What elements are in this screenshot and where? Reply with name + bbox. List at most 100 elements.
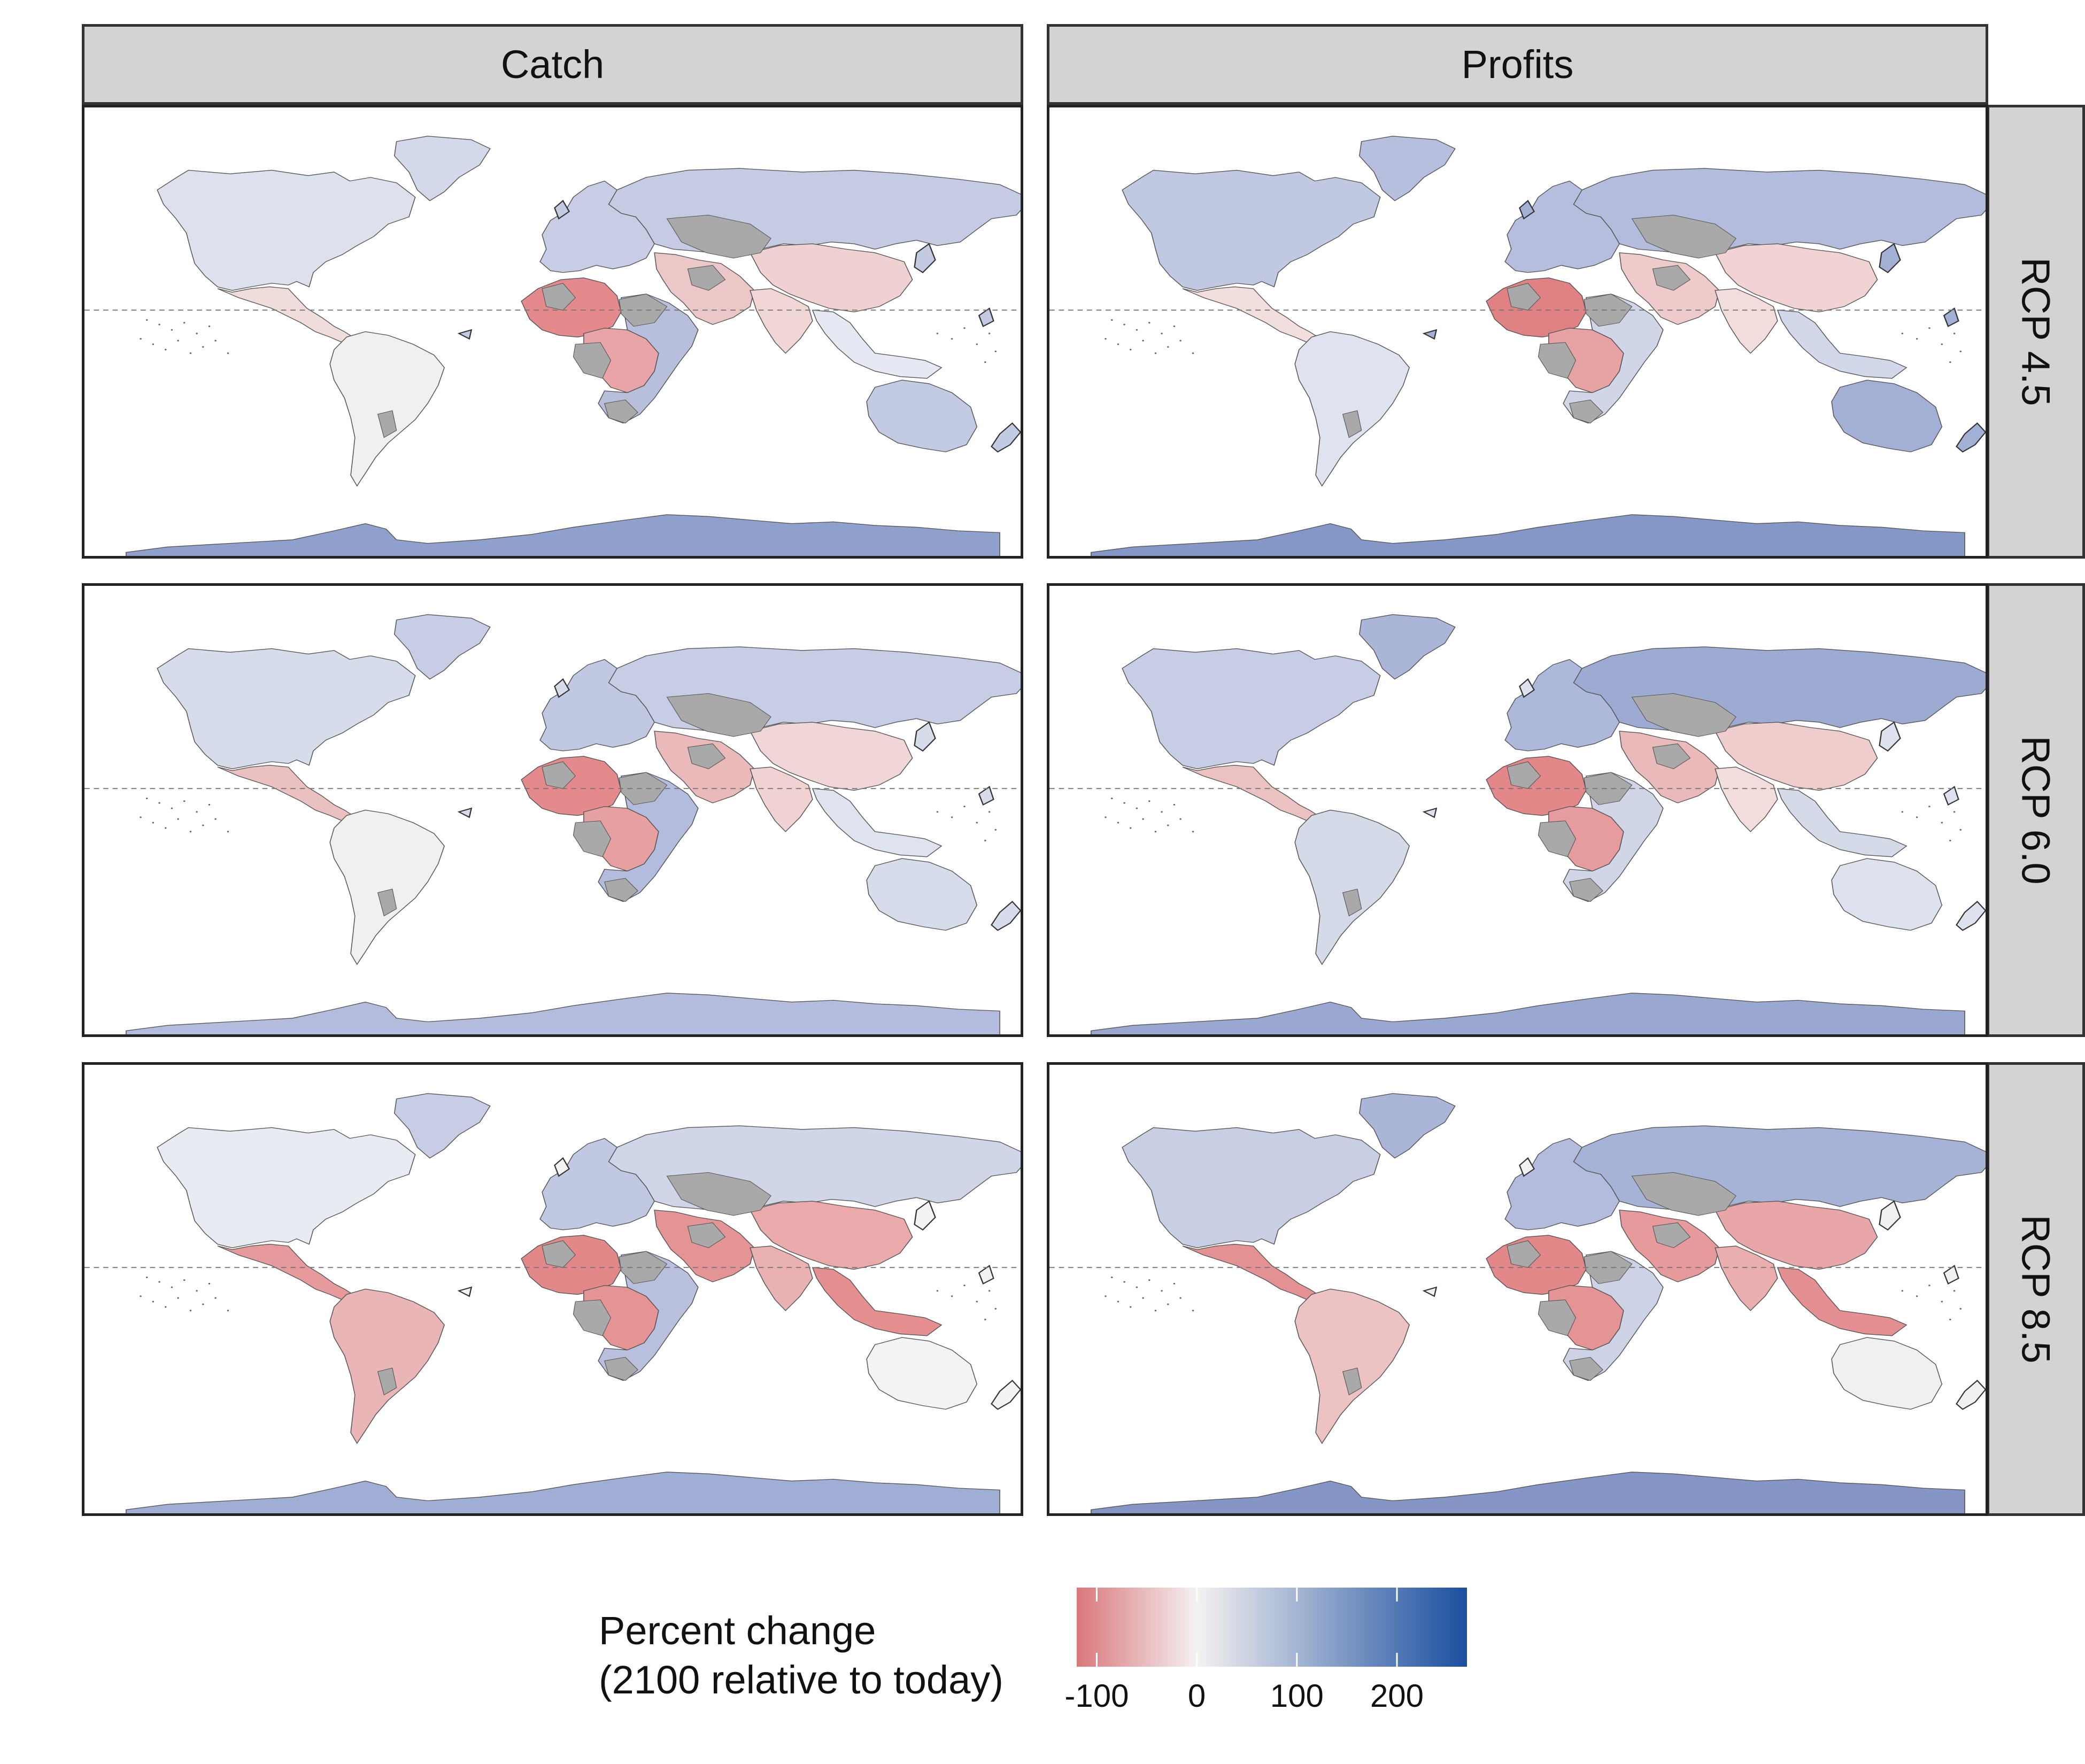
islet-dot bbox=[1959, 350, 1962, 352]
islet-dot bbox=[227, 1310, 229, 1312]
no-data-region-1 bbox=[1584, 293, 1633, 327]
islet-dot bbox=[177, 818, 179, 820]
legend-colorbar bbox=[1077, 1588, 1467, 1667]
region-ind bbox=[750, 288, 813, 354]
islet-dot bbox=[208, 803, 211, 806]
no-data-region-2 bbox=[573, 821, 612, 857]
region-sea bbox=[812, 788, 943, 857]
island-4 bbox=[457, 1286, 473, 1297]
facet-label-rcp85: RCP 8.5 bbox=[2013, 1214, 2058, 1364]
region-eaf bbox=[598, 293, 699, 424]
region-gr bbox=[393, 1093, 491, 1159]
islet-dot bbox=[202, 824, 204, 826]
region-ant bbox=[126, 993, 1000, 1034]
islet-dot bbox=[1117, 343, 1119, 345]
islet-dot bbox=[1130, 1306, 1132, 1308]
islet-dot bbox=[1916, 338, 1918, 340]
region-sea bbox=[1777, 788, 1908, 857]
islet-dot bbox=[1179, 339, 1182, 342]
island-3 bbox=[554, 199, 570, 220]
islet-dot bbox=[152, 1301, 155, 1303]
island-4 bbox=[1422, 1286, 1438, 1297]
islet-dot bbox=[189, 831, 192, 833]
islet-dot bbox=[196, 1290, 198, 1292]
islet-dot bbox=[140, 338, 142, 340]
no-data-region-6 bbox=[1652, 743, 1691, 769]
facet-strip-catch: Catch bbox=[82, 24, 1023, 105]
islet-dot bbox=[1916, 1295, 1918, 1297]
region-rus bbox=[1573, 646, 1986, 732]
region-nam bbox=[1122, 648, 1381, 770]
islet-dot bbox=[1167, 346, 1169, 348]
islet-dot bbox=[1154, 352, 1157, 354]
map-panel-profits-rcp85 bbox=[1047, 1062, 1988, 1516]
no-data-region-0 bbox=[666, 214, 771, 259]
region-latc bbox=[1182, 764, 1319, 822]
islet-dot bbox=[1148, 1279, 1150, 1281]
islet-dot bbox=[214, 818, 217, 820]
map-panel-catch-rcp60 bbox=[82, 583, 1023, 1037]
region-sam bbox=[1294, 809, 1410, 965]
islet-dot bbox=[1142, 1297, 1144, 1299]
no-data-region-0 bbox=[666, 1172, 771, 1216]
legend-title-line1: Percent change bbox=[599, 1608, 876, 1653]
no-data-region-6 bbox=[687, 1222, 726, 1248]
legend-gradient bbox=[1077, 1588, 1467, 1667]
islet-dot bbox=[1130, 827, 1132, 829]
region-latc bbox=[217, 764, 354, 822]
island-4 bbox=[1422, 329, 1438, 340]
islet-dot bbox=[1901, 332, 1904, 335]
islet-dot bbox=[1142, 818, 1144, 820]
no-data-region-1 bbox=[1584, 1251, 1633, 1284]
facet-label-catch: Catch bbox=[500, 42, 605, 87]
no-data-region-6 bbox=[1652, 1222, 1691, 1248]
islet-dot bbox=[152, 343, 155, 345]
region-eaf bbox=[1563, 1251, 1664, 1381]
facet-strip-rcp60: RCP 6.0 bbox=[1987, 583, 2085, 1037]
no-data-region-5 bbox=[1342, 1367, 1362, 1396]
islet-dot bbox=[1928, 1285, 1930, 1287]
region-sea bbox=[812, 1267, 943, 1336]
region-ant bbox=[1091, 514, 1965, 556]
world-map bbox=[84, 136, 1021, 556]
island-3 bbox=[1519, 678, 1535, 698]
islet-dot bbox=[1117, 822, 1119, 824]
region-aus bbox=[866, 1337, 978, 1410]
island-3 bbox=[554, 1157, 570, 1177]
islet-dot bbox=[214, 339, 217, 342]
island-0 bbox=[1956, 901, 1986, 931]
no-data-region-3 bbox=[604, 399, 638, 424]
islet-dot bbox=[936, 332, 939, 335]
region-aus bbox=[866, 380, 978, 453]
no-data-region-1 bbox=[619, 293, 668, 327]
islet-dot bbox=[1117, 1301, 1119, 1303]
region-latc bbox=[1182, 1243, 1319, 1301]
world-map bbox=[84, 614, 1021, 1034]
no-data-region-2 bbox=[573, 1299, 612, 1336]
islet-dot bbox=[1179, 818, 1182, 820]
islet-dot bbox=[1161, 332, 1163, 335]
region-sam bbox=[1294, 1288, 1410, 1444]
region-nam bbox=[1122, 1127, 1381, 1249]
world-map bbox=[1049, 614, 1986, 1034]
world-map bbox=[84, 1093, 1021, 1513]
islet-dot bbox=[177, 1297, 179, 1299]
islet-dot bbox=[1154, 831, 1157, 833]
region-gr bbox=[1358, 614, 1456, 680]
no-data-region-2 bbox=[1538, 821, 1577, 857]
region-aus bbox=[1831, 380, 1943, 453]
legend-tick-label: 100 bbox=[1270, 1678, 1324, 1714]
islet-dot bbox=[1161, 811, 1163, 813]
region-chn bbox=[1715, 722, 1878, 791]
island-3 bbox=[554, 678, 570, 698]
islet-dot bbox=[1148, 800, 1150, 802]
region-rus bbox=[608, 1125, 1021, 1211]
islet-dot bbox=[1123, 1281, 1125, 1283]
region-chn bbox=[750, 243, 913, 313]
islet-dot bbox=[1949, 361, 1951, 363]
island-1 bbox=[978, 307, 994, 327]
islet-dot bbox=[1110, 1276, 1113, 1279]
no-data-region-0 bbox=[1631, 1172, 1736, 1216]
no-data-region-5 bbox=[1342, 888, 1362, 917]
legend-title-line2: (2100 relative to today) bbox=[599, 1658, 1003, 1702]
